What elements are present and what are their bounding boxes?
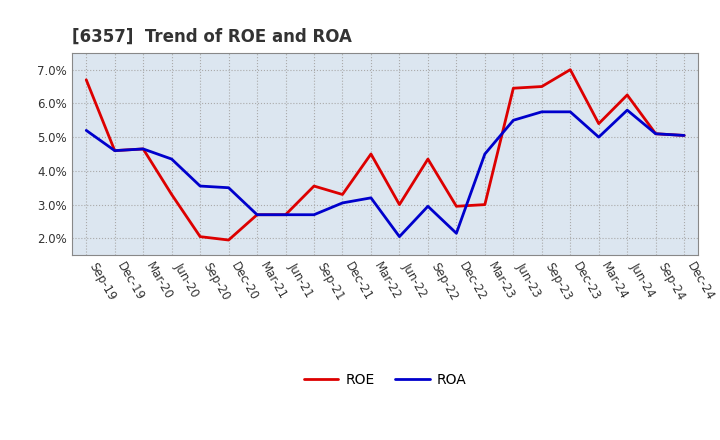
ROA (395, 234, 404, 239)
ROE (338, 192, 347, 197)
ROA (595, 135, 603, 140)
ROA (253, 212, 261, 217)
ROE (82, 77, 91, 82)
ROE (509, 86, 518, 91)
ROE (167, 192, 176, 197)
ROE (566, 67, 575, 72)
ROE (480, 202, 489, 207)
ROE (366, 151, 375, 157)
ROA (82, 128, 91, 133)
Line: ROE: ROE (86, 70, 684, 240)
ROA (282, 212, 290, 217)
ROA (680, 133, 688, 138)
Legend: ROE, ROA: ROE, ROA (298, 367, 472, 392)
ROA (537, 109, 546, 114)
ROA (338, 200, 347, 205)
ROE (595, 121, 603, 126)
ROA (196, 183, 204, 189)
ROE (423, 157, 432, 162)
ROA (139, 146, 148, 151)
ROA (480, 151, 489, 157)
ROE (452, 204, 461, 209)
Text: [6357]  Trend of ROE and ROA: [6357] Trend of ROE and ROA (72, 28, 352, 46)
ROE (537, 84, 546, 89)
ROA (623, 107, 631, 113)
ROE (253, 212, 261, 217)
ROA (509, 117, 518, 123)
ROA (566, 109, 575, 114)
Line: ROA: ROA (86, 110, 684, 237)
ROE (282, 212, 290, 217)
ROE (652, 131, 660, 136)
ROA (310, 212, 318, 217)
ROE (310, 183, 318, 189)
ROA (167, 157, 176, 162)
ROA (652, 131, 660, 136)
ROE (139, 146, 148, 151)
ROE (225, 238, 233, 243)
ROA (366, 195, 375, 201)
ROE (680, 133, 688, 138)
ROA (225, 185, 233, 191)
ROA (110, 148, 119, 153)
ROE (623, 92, 631, 98)
ROA (423, 204, 432, 209)
ROA (452, 231, 461, 236)
ROE (196, 234, 204, 239)
ROE (395, 202, 404, 207)
ROE (110, 148, 119, 153)
